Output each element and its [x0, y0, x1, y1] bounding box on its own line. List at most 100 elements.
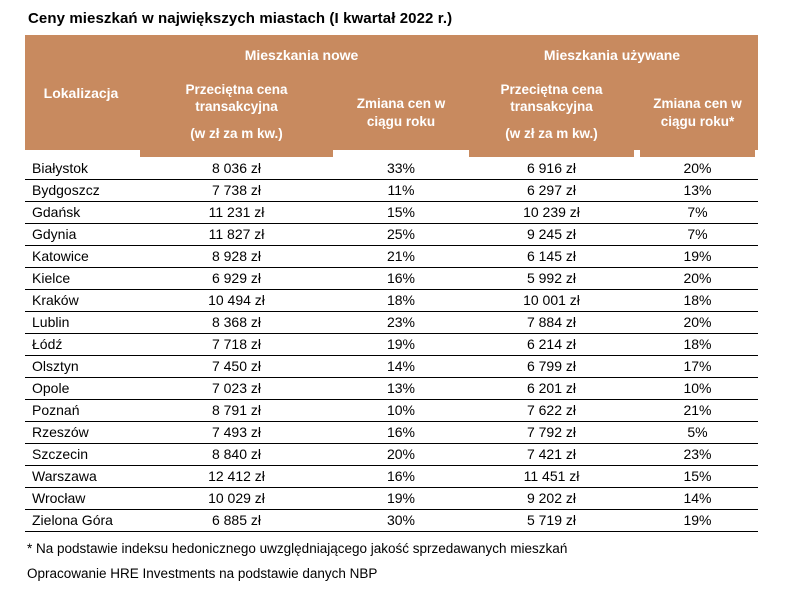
- table-body: Białystok 8 036 zł 33% 6 916 zł 20% Bydgoszcz…: [25, 157, 759, 532]
- column-header-price-used-unit: (w zł za m kw.): [505, 126, 598, 142]
- group-header-used: Mieszkania używane: [466, 35, 759, 75]
- value-cell: 20%: [637, 157, 759, 180]
- value-cell: 13%: [637, 179, 759, 202]
- value-cell: 16%: [336, 267, 466, 290]
- column-header-price-used: Przeciętna cena transakcyjna (w zł za m …: [466, 75, 637, 150]
- value-cell: 21%: [336, 245, 466, 268]
- column-header-price-new-unit: (w zł za m kw.): [190, 126, 283, 142]
- table-row: Bydgoszcz 7 738 zł 11% 6 297 zł 13%: [25, 179, 759, 202]
- header-step-tab: [466, 150, 637, 157]
- group-header-row: Lokalizacja Mieszkania nowe Mieszkania u…: [25, 35, 759, 150]
- value-cell: 7 450 zł: [137, 355, 336, 378]
- table-row: Opole 7 023 zł 13% 6 201 zł 10%: [25, 377, 759, 400]
- header-step-blank: [336, 150, 466, 157]
- value-cell: 23%: [637, 443, 759, 466]
- city-cell: Wrocław: [25, 487, 137, 510]
- value-cell: 7 023 zł: [137, 377, 336, 400]
- value-cell: 7 493 zł: [137, 421, 336, 444]
- value-cell: 16%: [336, 421, 466, 444]
- footnotes: * Na podstawie indeksu hedonicznego uwzg…: [27, 540, 786, 581]
- city-cell: Gdynia: [25, 223, 137, 246]
- city-cell: Katowice: [25, 245, 137, 268]
- value-cell: 7 622 zł: [466, 399, 637, 422]
- value-cell: 8 791 zł: [137, 399, 336, 422]
- city-cell: Warszawa: [25, 465, 137, 488]
- city-cell: Olsztyn: [25, 355, 137, 378]
- value-cell: 7 718 zł: [137, 333, 336, 356]
- footnote-source: Opracowanie HRE Investments na podstawie…: [27, 566, 378, 581]
- column-header-change-used: Zmiana cen w ciągu roku*: [637, 75, 759, 150]
- value-cell: 10 029 zł: [137, 487, 336, 510]
- price-table: Lokalizacja Mieszkania nowe Mieszkania u…: [25, 35, 759, 532]
- value-cell: 6 201 zł: [466, 377, 637, 400]
- value-cell: 33%: [336, 157, 466, 180]
- value-cell: 15%: [336, 201, 466, 224]
- column-header-price-new-label: Przeciętna cena transakcyjna: [185, 81, 288, 114]
- value-cell: 9 202 zł: [466, 487, 637, 510]
- value-cell: 21%: [637, 399, 759, 422]
- value-cell: 6 214 zł: [466, 333, 637, 356]
- value-cell: 17%: [637, 355, 759, 378]
- value-cell: 19%: [637, 245, 759, 268]
- value-cell: 14%: [637, 487, 759, 510]
- table-row: Białystok 8 036 zł 33% 6 916 zł 20%: [25, 157, 759, 180]
- table-row: Olsztyn 7 450 zł 14% 6 799 zł 17%: [25, 355, 759, 378]
- table-row: Wrocław 10 029 zł 19% 9 202 zł 14%: [25, 487, 759, 510]
- footnote-hedonic-index: * Na podstawie indeksu hedonicznego uwzg…: [27, 540, 568, 556]
- table-row: Rzeszów 7 493 zł 16% 7 792 zł 5%: [25, 421, 759, 444]
- value-cell: 19%: [336, 333, 466, 356]
- value-cell: 23%: [336, 311, 466, 334]
- table-row: Łódź 7 718 zł 19% 6 214 zł 18%: [25, 333, 759, 356]
- table-row: Szczecin 8 840 zł 20% 7 421 zł 23%: [25, 443, 759, 466]
- value-cell: 10 494 zł: [137, 289, 336, 312]
- value-cell: 9 245 zł: [466, 223, 637, 246]
- table-row: Zielona Góra 6 885 zł 30% 5 719 zł 19%: [25, 509, 759, 532]
- column-header-change-used-label: Zmiana cen w ciągu roku*: [653, 95, 742, 129]
- value-cell: 6 799 zł: [466, 355, 637, 378]
- value-cell: 5 719 zł: [466, 509, 637, 532]
- value-cell: 13%: [336, 377, 466, 400]
- value-cell: 6 929 zł: [137, 267, 336, 290]
- table-row: Katowice 8 928 zł 21% 6 145 zł 19%: [25, 245, 759, 268]
- column-header-change-new: Zmiana cen w ciągu roku: [336, 75, 466, 150]
- value-cell: 20%: [637, 267, 759, 290]
- value-cell: 20%: [637, 311, 759, 334]
- value-cell: 19%: [637, 509, 759, 532]
- value-cell: 6 916 zł: [466, 157, 637, 180]
- table-row: Kraków 10 494 zł 18% 10 001 zł 18%: [25, 289, 759, 312]
- value-cell: 5%: [637, 421, 759, 444]
- table-row: Gdańsk 11 231 zł 15% 10 239 zł 7%: [25, 201, 759, 224]
- value-cell: 15%: [637, 465, 759, 488]
- value-cell: 12 412 zł: [137, 465, 336, 488]
- header-step-tab: [137, 150, 336, 157]
- city-cell: Rzeszów: [25, 421, 137, 444]
- value-cell: 11%: [336, 179, 466, 202]
- column-header-price-used-label: Przeciętna cena transakcyjna: [500, 81, 603, 114]
- header-step-blank: [25, 150, 137, 157]
- value-cell: 18%: [336, 289, 466, 312]
- value-cell: 7 738 zł: [137, 179, 336, 202]
- group-header-new: Mieszkania nowe: [137, 35, 466, 75]
- value-cell: 10 239 zł: [466, 201, 637, 224]
- column-header-price-new: Przeciętna cena transakcyjna (w zł za m …: [137, 75, 336, 150]
- value-cell: 11 231 zł: [137, 201, 336, 224]
- value-cell: 20%: [336, 443, 466, 466]
- city-cell: Łódź: [25, 333, 137, 356]
- value-cell: 7%: [637, 223, 759, 246]
- table-header: Lokalizacja Mieszkania nowe Mieszkania u…: [25, 35, 759, 157]
- value-cell: 6 297 zł: [466, 179, 637, 202]
- column-header-row: Przeciętna cena transakcyjna (w zł za m …: [25, 75, 759, 150]
- city-cell: Zielona Góra: [25, 509, 137, 532]
- city-cell: Kraków: [25, 289, 137, 312]
- table-row: Kielce 6 929 zł 16% 5 992 zł 20%: [25, 267, 759, 290]
- header-step-row: [25, 150, 759, 157]
- city-cell: Szczecin: [25, 443, 137, 466]
- value-cell: 16%: [336, 465, 466, 488]
- value-cell: 14%: [336, 355, 466, 378]
- value-cell: 8 928 zł: [137, 245, 336, 268]
- value-cell: 11 827 zł: [137, 223, 336, 246]
- value-cell: 10 001 zł: [466, 289, 637, 312]
- table-row: Warszawa 12 412 zł 16% 11 451 zł 15%: [25, 465, 759, 488]
- page-title: Ceny mieszkań w największych miastach (I…: [28, 10, 453, 27]
